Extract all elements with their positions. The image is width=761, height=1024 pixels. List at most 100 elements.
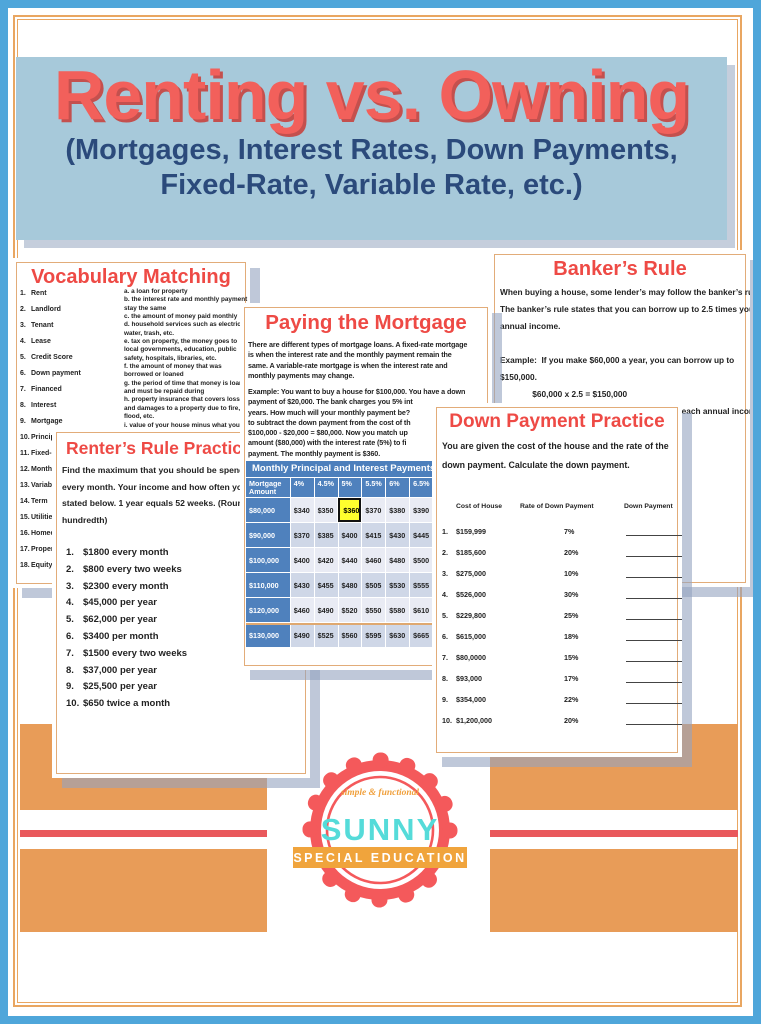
paying-mortgage-line: monthly payments may change. (248, 370, 355, 380)
badge-ring (325, 775, 435, 885)
bankers-rule-line: The banker’s rule states that you can bo… (500, 304, 750, 314)
vocabulary-title: Vocabulary Matching (31, 266, 231, 288)
down-payment-row: 1. $159,999 7% (442, 527, 682, 548)
stripe-orange-right-bottom (490, 849, 738, 932)
vocabulary-term: 11. Fixed-rate (20, 450, 65, 457)
vocabulary-term: 16.Homeown (20, 530, 65, 537)
stripe-orange-left-bottom (20, 849, 267, 932)
vocabulary-term: 18.Equity (20, 562, 53, 569)
poster-title: Renting vs. Owning (53, 56, 690, 134)
mortgage-table-row: $100,000 $400 $420 $440 $460 $480 $500 (246, 548, 434, 572)
vocabulary-definition-line: safety, hospitals, libraries, etc. (124, 354, 217, 362)
paying-mortgage-title: Paying the Mortgage (265, 311, 467, 334)
answer-blank (626, 534, 682, 536)
mortgage-payment-cell: $455 (314, 573, 338, 597)
mortgage-payment-cell: $415 (362, 523, 386, 547)
renters-rule-list: 1. $1800 every month 2. $800 every two week… (66, 545, 306, 713)
renters-rule-item: 5. $62,000 per year (66, 614, 157, 626)
mortgage-table-caption: Monthly Principal and Interest Payments (246, 461, 435, 477)
mortgage-amount-cell: $120,000 (246, 598, 290, 622)
renters-rule-item: 6. $3400 per month (66, 630, 159, 642)
down-payment-row: 6. $615,000 18% (442, 632, 682, 653)
mortgage-table-header-row: Mortgage Amount 4% 4.5% 5% 5.5% 6% 6.5% (246, 478, 434, 497)
mortgage-payment-cell: $520 (338, 598, 362, 622)
mortgage-payment-cell: $500 (410, 548, 433, 572)
mortgage-payment-cell: $420 (314, 548, 338, 572)
mortgage-payment-cell: $460 (362, 548, 386, 572)
vocabulary-definition-line: and damages to a property due to fire, (124, 404, 241, 412)
paying-mortgage-line: years. How much will your monthly paymen… (248, 407, 411, 417)
dp-col-header-cost: Cost of House (456, 503, 503, 510)
mortgage-payment-cell: $595 (362, 623, 386, 647)
answer-blank (626, 597, 682, 599)
vocabulary-definition-line: a. a loan for property (124, 288, 188, 295)
mortgage-table-rate-header: 6.5% (410, 478, 433, 497)
vocabulary-definition-line: e. tax on property, the money goes to (124, 338, 238, 346)
vocabulary-terms-list: 1. Rent 2. Landlord 3. Tenant 4. Lease 5. Credit … (20, 286, 128, 574)
down-payment-intro-line1: You are given the cost of the house and … (442, 441, 669, 451)
vocabulary-term: 8. Interest (20, 402, 57, 409)
vocabulary-definition-line: water, trash, etc. (124, 329, 175, 337)
bankers-rule-title: Banker’s Rule (553, 258, 687, 280)
mortgage-payment-cell: $525 (314, 623, 338, 647)
mortgage-table-row: $90,000 $370 $385 $400 $415 $430 $445 (246, 523, 434, 547)
vocabulary-definition-line: local governments, education, public (124, 346, 237, 354)
vocabulary-term: 5. Credit Score (20, 354, 73, 361)
mortgage-amount-cell: $90,000 (246, 523, 290, 547)
mortgage-payment-cell: $340 (290, 498, 314, 522)
mortgage-table-body: $80,000 $340 $350 $360 $370 $380 $390 $9… (246, 498, 434, 647)
mortgage-payment-cell: $445 (410, 523, 433, 547)
vocabulary-definition-line: d. household services such as electric, (124, 321, 243, 329)
mortgage-payment-cell: $440 (338, 548, 362, 572)
bankers-rule-line: annual income. (500, 321, 561, 331)
mortgage-table-rate-header: 4.5% (314, 478, 338, 497)
mortgage-amount-cell: $100,000 (246, 548, 290, 572)
mortgage-payment-cell: $380 (386, 498, 410, 522)
renters-rule-item: 8. $37,000 per year (66, 664, 157, 676)
mortgage-table-rate-header: 4% (290, 478, 314, 497)
paying-mortgage-line: $100,000 - $20,000 = $80,000. Now you ma… (248, 428, 408, 438)
mortgage-payment-table: Monthly Principal and Interest Payments … (246, 461, 435, 647)
paying-mortgage-line: to subtract the down payment from the co… (248, 417, 411, 427)
paying-mortgage-para2: Example: You want to buy a house for $10… (248, 387, 488, 459)
mortgage-table-rate-header: 5.5% (362, 478, 386, 497)
vocabulary-definition-line: g. the period of time that money is loan… (124, 379, 247, 387)
vocabulary-definitions-list: a. a loan for property b. the interest ra… (124, 288, 250, 430)
paying-mortgage-line: There are different types of mortgage lo… (248, 340, 468, 349)
mortgage-table-row: $120,000 $460 $490 $520 $550 $580 $610 (246, 598, 434, 622)
vocabulary-term: 7. Financed (20, 386, 62, 393)
mortgage-payment-cell: $460 (290, 598, 314, 622)
renters-rule-intro-line: Find the maximum that you should be spen… (62, 465, 253, 475)
renters-rule-title: Renter’s Rule Practice (66, 438, 252, 458)
worksheet-down-payment: Down Payment Practice You are given the … (432, 403, 682, 757)
renters-rule-item: 10. $650 twice a month (66, 698, 171, 710)
mortgage-payment-cell: $580 (386, 598, 410, 622)
renters-rule-intro: Find the maximum that you should be spen… (62, 462, 310, 529)
mortgage-payment-cell: $560 (338, 623, 362, 647)
vocabulary-term: 6. Down payment (20, 370, 81, 377)
stripe-coral-left (20, 830, 267, 837)
renters-rule-item: 9. $25,500 per year (66, 681, 157, 693)
badge-tagline: simple & functional (340, 788, 419, 798)
bankers-rule-line: $150,000. (500, 372, 537, 382)
renters-rule-item: 1. $1800 every month (66, 547, 169, 558)
vocabulary-definition-line: i. value of your house minus what you (124, 421, 240, 429)
down-payment-row: 4. $526,000 30% (442, 590, 682, 611)
vocabulary-term: 2. Landlord (20, 306, 61, 313)
vocabulary-definition-line: f. the amount of money that was (124, 363, 222, 371)
down-payment-row: 3. $275,000 10% (442, 569, 682, 590)
poster-subtitle-line1: (Mortgages, Interest Rates, Down Payment… (65, 133, 678, 166)
answer-blank (626, 702, 682, 704)
paying-mortgage-line: amount ($80,000) with the interest rate … (248, 438, 407, 448)
mortgage-payment-cell: $370 (290, 523, 314, 547)
mortgage-table-row: $130,000 $490 $525 $560 $595 $630 $665 (246, 623, 434, 647)
mortgage-table-amount-header: Mortgage Amount (246, 478, 290, 497)
answer-blank (626, 576, 682, 578)
mortgage-table-row: $80,000 $340 $350 $360 $370 $380 $390 (246, 498, 434, 522)
vocabulary-term: 10.Principal (20, 434, 61, 441)
mortgage-payment-cell: $610 (410, 598, 433, 622)
vocabulary-definition-line: stay the same (124, 304, 167, 312)
bankers-rule-line (500, 335, 746, 352)
paying-mortgage-line: is when the interest rate and the monthl… (248, 350, 452, 360)
